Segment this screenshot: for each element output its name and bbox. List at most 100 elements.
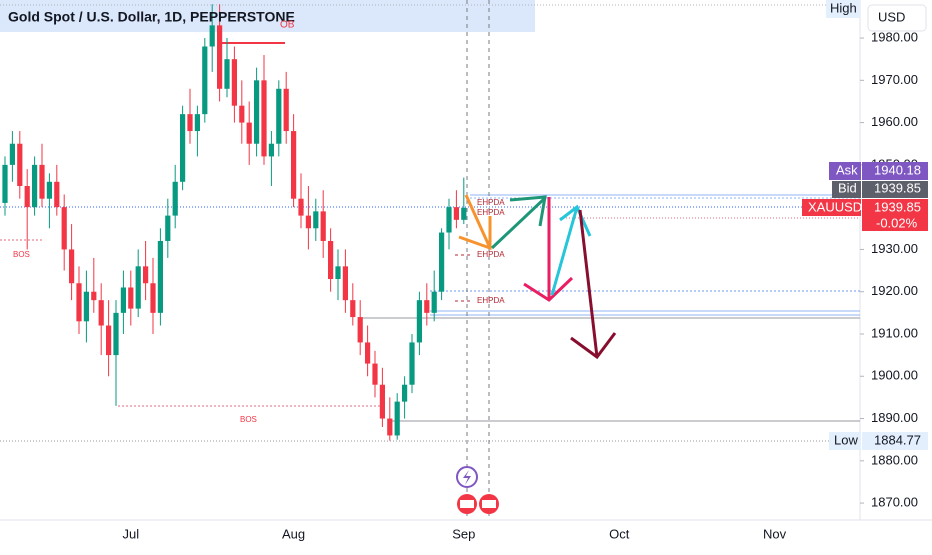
candle-body: [69, 249, 75, 284]
candle-body: [165, 215, 171, 241]
symbol-box: [802, 199, 861, 216]
y-tick-label: 1980.00: [871, 29, 918, 44]
candles: [2, 4, 467, 441]
arrow: [550, 206, 579, 296]
candle-body: [128, 287, 134, 309]
candle-body: [335, 266, 341, 280]
arrow-head: [509, 195, 547, 227]
arrow: [464, 194, 492, 249]
y-tick-label: 1920.00: [871, 283, 918, 298]
candle-body: [106, 325, 112, 356]
candle-body: [98, 300, 104, 326]
candle-body: [17, 143, 23, 187]
arrow-head: [570, 332, 617, 360]
candle-body: [268, 143, 274, 157]
candle-body: [135, 266, 141, 309]
currency[interactable]: USD: [878, 9, 905, 24]
candle-body: [365, 342, 371, 364]
candle-body: [357, 317, 363, 343]
candle-body: [209, 25, 215, 47]
high-label: High: [830, 0, 857, 15]
arrow-head: [458, 216, 492, 251]
low-label-box: [829, 432, 861, 450]
annotation: EHPDA: [477, 250, 505, 259]
candle-body: [254, 80, 260, 144]
symbol-label: XAUUSD: [808, 199, 862, 214]
y-tick-label: 1890.00: [871, 410, 918, 425]
candle-body: [61, 207, 67, 250]
candle-body: [313, 211, 319, 229]
candle-body: [439, 232, 445, 292]
candle-body: [291, 131, 297, 199]
candle-body: [83, 291, 89, 322]
candle-body: [305, 215, 311, 229]
candle-body: [246, 122, 252, 144]
candle-body: [54, 181, 60, 208]
y-tick-label: 1930.00: [871, 241, 918, 256]
event-icon-bolt: [463, 470, 471, 485]
candle-body: [113, 312, 119, 356]
arrow-head: [523, 276, 574, 302]
y-tick-label: 1880.00: [871, 452, 918, 467]
ask-box: [862, 162, 928, 180]
time-axis: Jul Aug Sep Oct Nov: [122, 526, 786, 541]
candle-body: [379, 384, 385, 419]
candle-body: [172, 181, 178, 216]
candle-body: [276, 88, 282, 144]
low-value: 1884.77: [874, 432, 921, 447]
bid-box: [862, 181, 928, 198]
candle-body: [453, 207, 459, 220]
bid-label: Bid: [838, 180, 857, 195]
x-tick-label: Nov: [763, 526, 787, 541]
candle-body: [9, 143, 15, 165]
candle-body: [372, 363, 378, 385]
x-tick-label: Oct: [609, 526, 630, 541]
annotation: BOS: [240, 415, 257, 424]
annotation: OB: [280, 20, 295, 31]
annotation: BOS: [13, 250, 30, 259]
high-label-box: [826, 0, 860, 18]
candle-body: [91, 291, 97, 301]
flag: [482, 500, 496, 508]
low-label: Low: [834, 432, 858, 447]
candle-body: [202, 46, 208, 115]
chart-title: Gold Spot / U.S. Dollar, 1D, PEPPERSTONE: [8, 9, 295, 25]
candle-body: [187, 114, 193, 132]
low-label-box: [862, 432, 928, 450]
candle-body: [424, 300, 430, 313]
candle-body: [261, 80, 267, 157]
candle-body: [157, 240, 163, 313]
symbol-change: -0.02%: [876, 215, 918, 230]
candle-body: [394, 401, 400, 436]
symbol-value: 1939.85: [874, 199, 921, 214]
currency-button[interactable]: [867, 4, 927, 32]
candle-body: [2, 164, 8, 203]
bid-box: [832, 181, 861, 198]
annotation: EHPDA: [477, 208, 505, 217]
candle-body: [409, 342, 415, 385]
candle-body: [402, 384, 408, 402]
candle-body: [387, 418, 393, 436]
x-tick-label: Sep: [452, 526, 475, 541]
candle-body: [461, 207, 467, 220]
candle-body: [239, 105, 245, 123]
candle-body: [143, 266, 149, 284]
candle-body: [342, 266, 348, 301]
arrow-head: [559, 204, 592, 237]
symbol-box: [862, 199, 928, 231]
candle-body: [150, 283, 156, 313]
candle-body: [120, 287, 126, 313]
candle-body: [320, 211, 326, 241]
ask-box: [829, 162, 861, 180]
y-tick-label: 1960.00: [871, 114, 918, 129]
y-tick-label: 1870.00: [871, 495, 918, 510]
arrow: [578, 209, 599, 358]
arrow: [490, 196, 547, 250]
flag: [460, 500, 474, 508]
candle-body: [180, 114, 186, 182]
drawings: [0, 0, 860, 520]
candle-body: [39, 164, 45, 199]
candle-body: [350, 300, 356, 318]
